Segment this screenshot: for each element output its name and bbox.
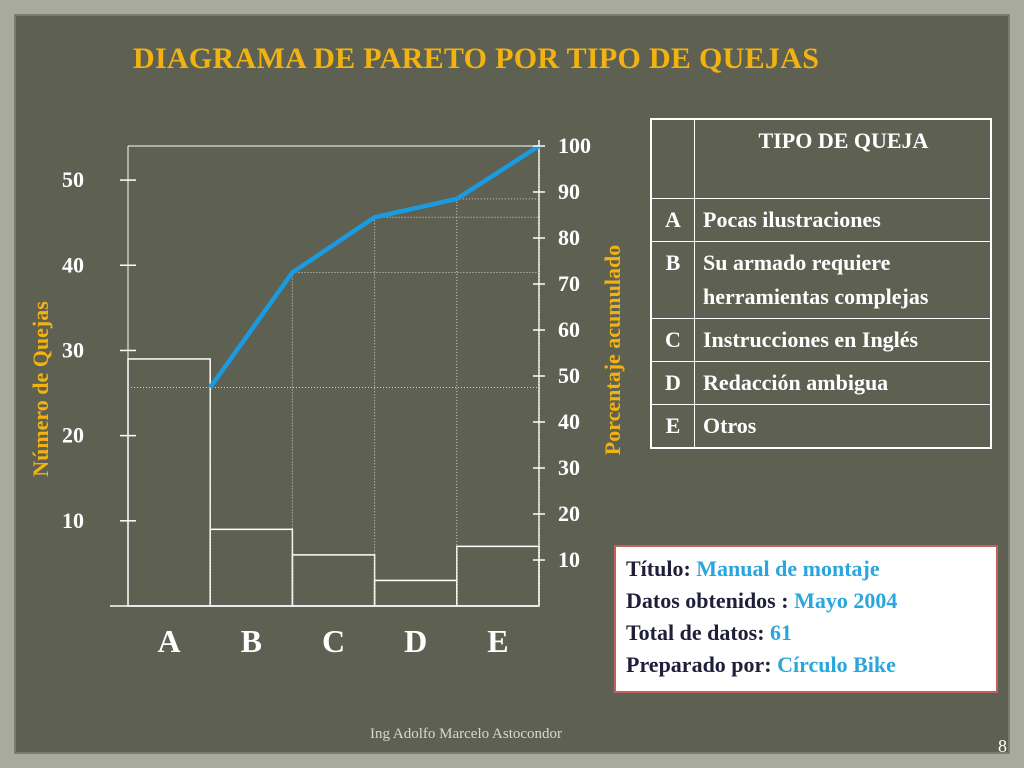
info-box: Título: Manual de montaje Datos obtenido…: [614, 545, 998, 693]
x-tick-label: B: [241, 623, 262, 659]
complaint-types-table: TIPO DE QUEJA A Pocas ilustraciones B Su ar…: [650, 118, 992, 449]
info-author-line: Preparado por: Círculo Bike: [626, 649, 986, 681]
info-date-line: Datos obtenidos : Mayo 2004: [626, 585, 986, 617]
table-header-empty: [650, 118, 695, 199]
left-axis-label: 20: [62, 423, 84, 448]
right-axis-label: 40: [558, 409, 580, 434]
y-axis-title: Número de Quejas: [28, 301, 53, 477]
page-number: 8: [998, 736, 1007, 756]
info-total-value: 61: [770, 620, 793, 645]
right-axis-label: 30: [558, 455, 580, 480]
right-axis-label: 60: [558, 317, 580, 342]
info-title-line: Título: Manual de montaje: [626, 553, 986, 585]
bar-E: [456, 545, 540, 607]
right-axis-label: 20: [558, 501, 580, 526]
table-cell-code: C: [650, 318, 695, 362]
left-axis-label: 30: [62, 337, 84, 362]
bar-D: [373, 579, 458, 607]
table-header-row: TIPO DE QUEJA: [650, 118, 992, 199]
right-axis-label: 70: [558, 271, 580, 296]
cumulative-line: [208, 144, 541, 389]
x-tick-label: C: [322, 623, 345, 659]
info-title-value: Manual de montaje: [696, 556, 880, 581]
table-row: C Instrucciones en Inglés: [650, 318, 992, 362]
info-total-line: Total de datos: 61: [626, 617, 986, 649]
table-cell-description: Su armado requiere herramientas compleja…: [694, 241, 992, 319]
table-row: D Redacción ambigua: [650, 361, 992, 405]
left-axis-label: 10: [62, 508, 84, 533]
table-cell-code: D: [650, 361, 695, 405]
table-row: A Pocas ilustraciones: [650, 198, 992, 242]
info-title-label: Título:: [626, 556, 691, 581]
left-axis-label: 50: [62, 167, 84, 192]
table-cell-code: A: [650, 198, 695, 242]
info-date-value: Mayo 2004: [794, 588, 898, 613]
x-tick-label: E: [487, 623, 508, 659]
table-cell-description: Otros: [694, 404, 992, 449]
bar-B: [209, 528, 294, 607]
right-axis-label: 100: [558, 133, 591, 158]
bar-C: [291, 554, 376, 607]
table-cell-description: Instrucciones en Inglés: [694, 318, 992, 362]
table-cell-code: B: [650, 241, 695, 319]
table-cell-code: E: [650, 404, 695, 449]
right-axis-label: 10: [558, 547, 580, 572]
chart-title: DIAGRAMA DE PARETO POR TIPO DE QUEJAS: [133, 42, 820, 75]
right-axis-label: 80: [558, 225, 580, 250]
table-header: TIPO DE QUEJA: [694, 118, 992, 199]
bar-A: [127, 358, 211, 607]
info-author-value: Círculo Bike: [777, 652, 896, 677]
right-axis-label: 50: [558, 363, 580, 388]
info-date-label: Datos obtenidos :: [626, 588, 789, 613]
table-cell-description: Pocas ilustraciones: [694, 198, 992, 242]
table-row: B Su armado requiere herramientas complej…: [650, 241, 992, 319]
right-axis-label: 90: [558, 179, 580, 204]
y2-axis-title: Porcentaje acumulado: [600, 245, 625, 455]
left-axis-label: 40: [62, 252, 84, 277]
x-tick-label: D: [404, 623, 427, 659]
table-cell-description: Redacción ambigua: [694, 361, 992, 405]
footer-author: Ing Adolfo Marcelo Astocondor: [370, 726, 563, 742]
info-author-label: Preparado por:: [626, 652, 772, 677]
table-row: E Otros: [650, 404, 992, 449]
x-tick-label: A: [158, 623, 181, 659]
info-total-label: Total de datos:: [626, 620, 765, 645]
